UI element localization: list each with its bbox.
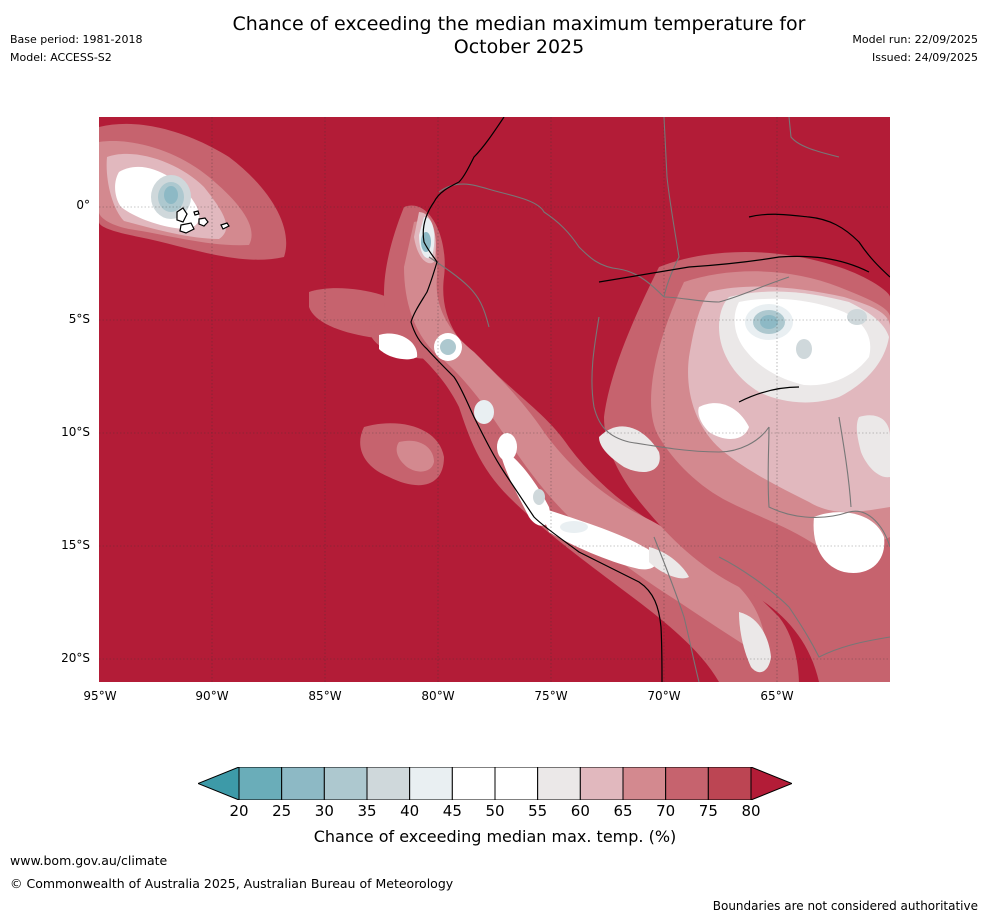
lon-label-85w: 85°W — [308, 689, 342, 703]
footer-website: www.bom.gov.au/climate — [10, 853, 168, 868]
meta-left: Base period: 1981-2018 Model: ACCESS-S2 — [10, 31, 142, 67]
amazon-anomaly — [599, 252, 890, 682]
model-name: Model: ACCESS-S2 — [10, 51, 112, 64]
colorbar-label: Chance of exceeding median max. temp. (%… — [313, 827, 677, 846]
colorbar — [198, 767, 792, 800]
colorbar-tick: 80 — [741, 802, 761, 820]
lon-label-95w: 95°W — [83, 689, 117, 703]
lat-label-10s: 10°S — [61, 425, 90, 439]
lon-label-65w: 65°W — [760, 689, 794, 703]
coastlines — [410, 117, 890, 682]
base-period: Base period: 1981-2018 — [10, 33, 143, 46]
colorbar-tick: 45 — [442, 802, 462, 820]
colorbar-tick: 35 — [357, 802, 377, 820]
colorbar-cell — [409, 767, 453, 800]
colorbar-extension-low — [198, 767, 240, 800]
lon-label-75w: 75°W — [534, 689, 568, 703]
colorbar-cell — [238, 767, 283, 800]
issued-date: Issued: 24/09/2025 — [871, 51, 978, 64]
colorbar-tick: 65 — [613, 802, 633, 820]
colorbar-tick: 60 — [570, 802, 590, 820]
footer-copyright: © Commonwealth of Australia 2025, Austra… — [10, 876, 454, 891]
colorbar-tick: 50 — [485, 802, 505, 820]
colorbar-cell — [451, 767, 496, 800]
colorbar-tick: 55 — [528, 802, 548, 820]
lat-label-15s: 15°S — [61, 538, 90, 552]
colorbar-cell — [494, 767, 539, 800]
lon-label-90w: 90°W — [195, 689, 229, 703]
colorbar-cell — [537, 767, 581, 800]
galapagos-islands — [176, 207, 230, 234]
country-borders — [428, 117, 890, 682]
lat-label-20s: 20°S — [61, 651, 90, 665]
footer-disclaimer: Boundaries are not considered authoritat… — [712, 899, 978, 913]
colorbar-cell — [622, 767, 667, 800]
colorbar-tick: 40 — [400, 802, 420, 820]
colorbar-cell — [323, 767, 368, 800]
colorbar-tick: 30 — [314, 802, 334, 820]
colorbar-tick: 75 — [698, 802, 718, 820]
lat-label-0: 0° — [76, 198, 90, 212]
colorbar-cell — [579, 767, 624, 800]
lat-label-5s: 5°S — [68, 312, 90, 326]
lon-label-70w: 70°W — [647, 689, 681, 703]
colorbar-extension-high — [750, 767, 792, 800]
map-gridlines — [99, 117, 890, 682]
colorbar-cell — [665, 767, 709, 800]
map-graphic — [99, 117, 890, 682]
model-run: Model run: 22/09/2025 — [852, 33, 978, 46]
colorbar-cell — [707, 767, 752, 800]
lon-label-80w: 80°W — [421, 689, 455, 703]
galapagos-anomaly — [99, 123, 287, 260]
colorbar-tick: 70 — [656, 802, 676, 820]
forecast-map — [99, 117, 890, 682]
colorbar-cell — [366, 767, 411, 800]
title-line-1: Chance of exceeding the median maximum t… — [232, 13, 806, 35]
colorbar-tick: 20 — [229, 802, 249, 820]
colorbar-cell — [281, 767, 325, 800]
map-title: Chance of exceeding the median maximum t… — [180, 13, 858, 59]
colorbar-tick: 25 — [272, 802, 292, 820]
andes-anomaly-band — [379, 205, 799, 682]
title-line-2: October 2025 — [453, 36, 585, 58]
meta-right: Model run: 22/09/2025 Issued: 24/09/2025 — [852, 31, 978, 67]
